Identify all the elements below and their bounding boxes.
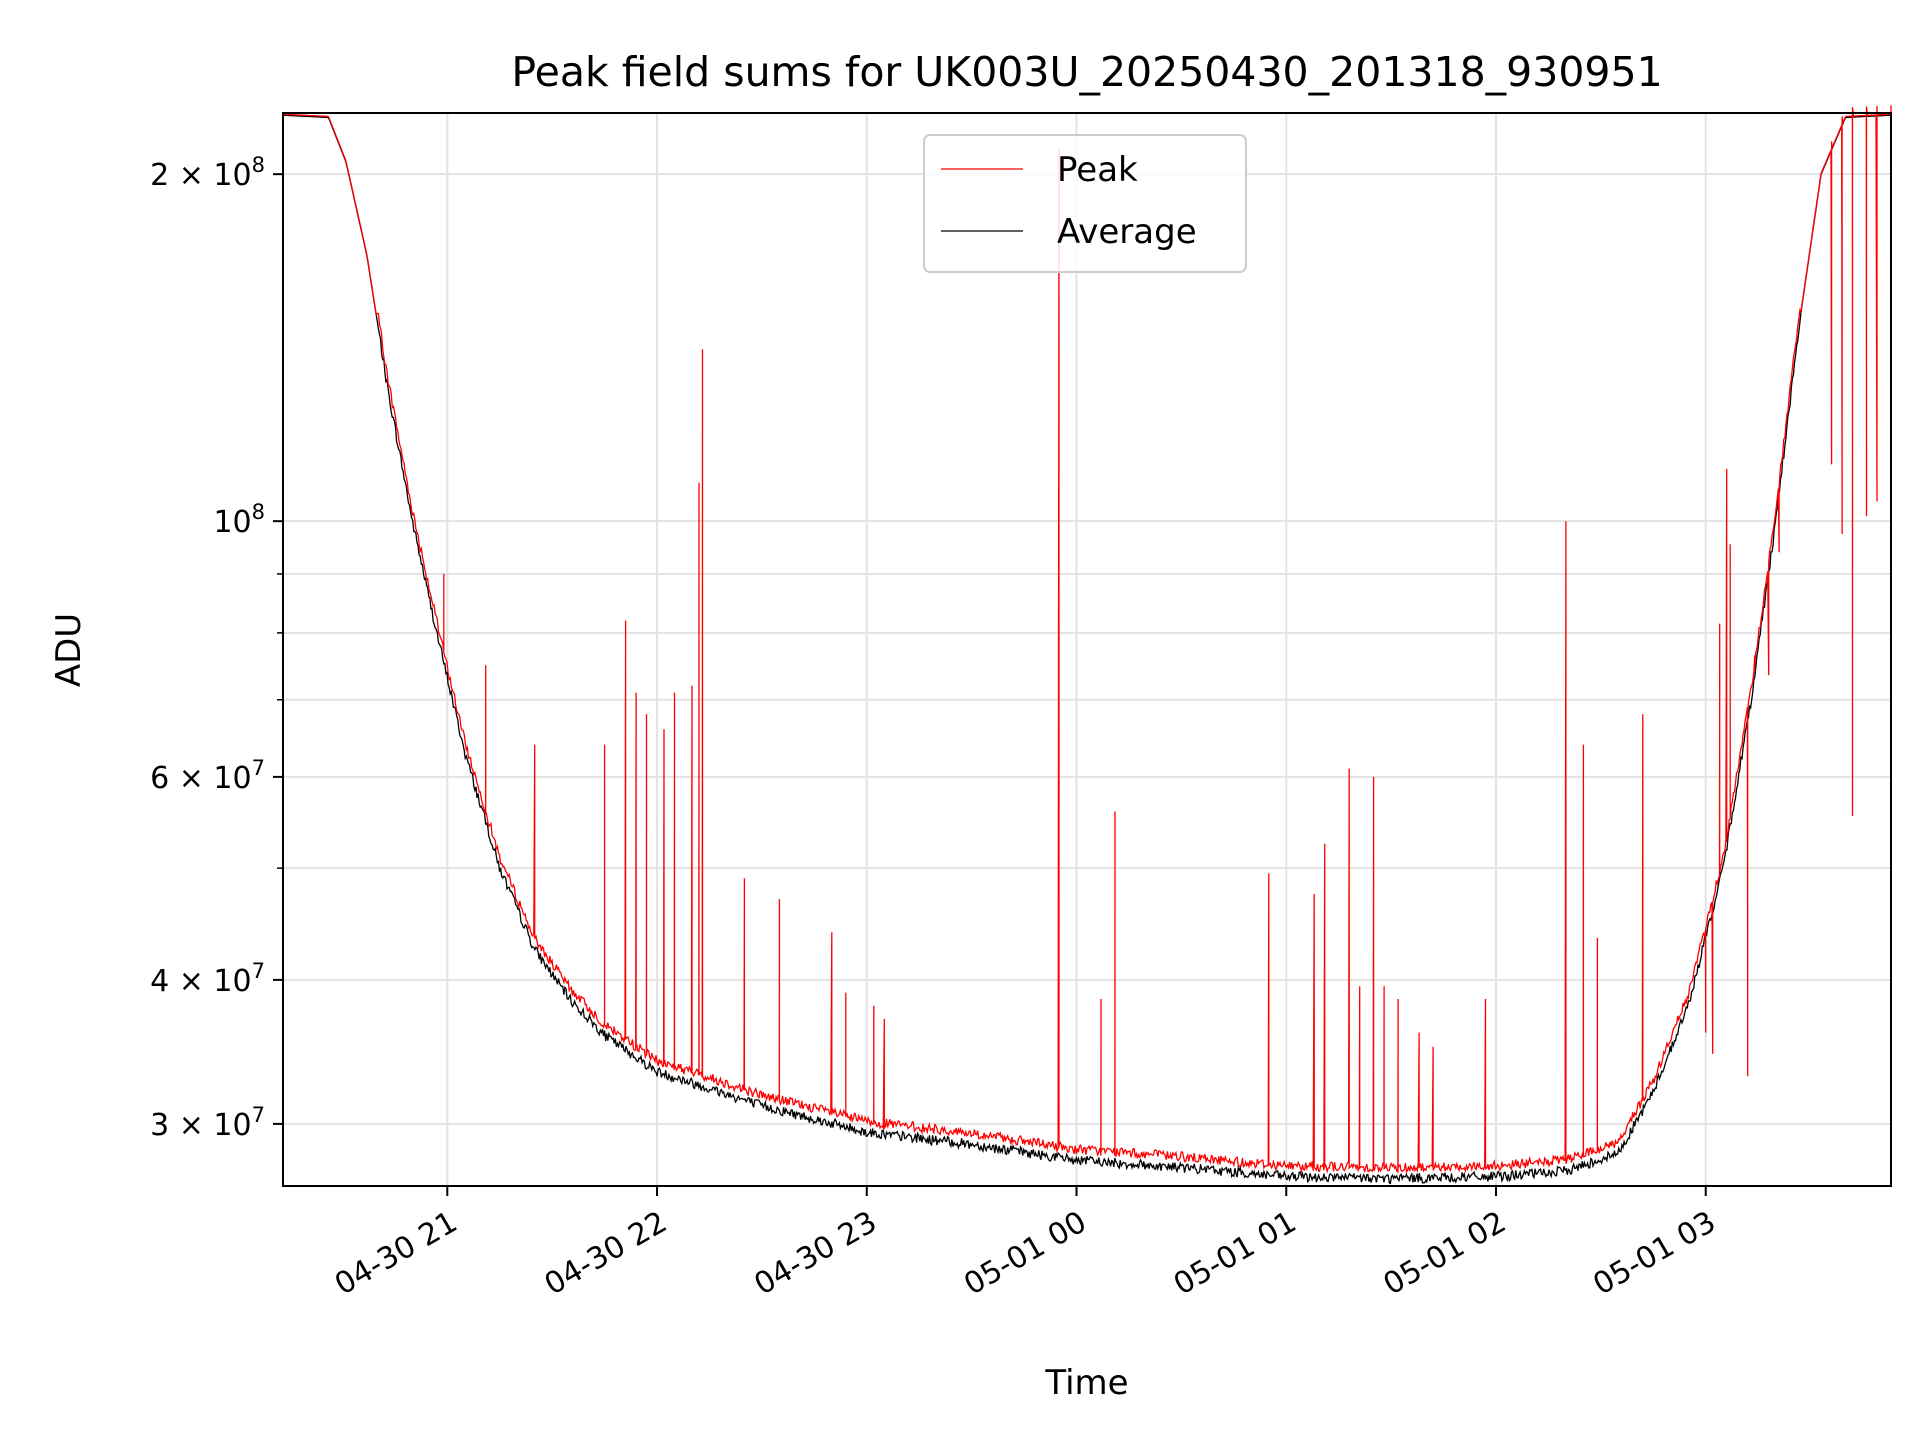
- y-tick-label: 3 × 107: [150, 1103, 265, 1143]
- y-axis-title: ADU: [49, 613, 89, 687]
- y-tick-label: 108: [213, 500, 265, 540]
- legend-peak-label: Peak: [1057, 150, 1138, 190]
- series-average-line: [282, 114, 1892, 1185]
- x-tick-label: 05-01 01: [1168, 1205, 1302, 1303]
- legend-average-label: Average: [1057, 212, 1197, 252]
- y-axis: 2 × 108 108 6 × 107 4 × 107 3 × 107: [150, 153, 283, 1143]
- x-tick-label: 05-01 03: [1587, 1205, 1721, 1303]
- plot-area-frame: [282, 112, 1892, 1187]
- series-peak-line: [282, 105, 1892, 1175]
- x-tick-label: 04-30 21: [329, 1205, 463, 1303]
- x-axis-title: Time: [1044, 1363, 1128, 1403]
- chart-title: Peak field sums for UK003U_20250430_2013…: [511, 48, 1662, 96]
- x-tick-label: 05-01 02: [1378, 1205, 1512, 1303]
- legend: Peak Average: [923, 134, 1247, 273]
- x-tick-label: 05-01 00: [958, 1205, 1092, 1303]
- y-tick-label: 2 × 108: [150, 153, 265, 193]
- grid-lines: [283, 113, 1891, 1186]
- x-axis: 04-30 21 04-30 22 04-30 23 05-01 00 05-01 01…: [329, 1186, 1722, 1302]
- x-tick-label: 04-30 23: [748, 1205, 882, 1303]
- y-tick-label: 4 × 107: [150, 959, 265, 999]
- y-tick-label: 6 × 107: [150, 756, 265, 796]
- series-layer: [282, 105, 1892, 1185]
- x-tick-label: 04-30 22: [539, 1205, 673, 1303]
